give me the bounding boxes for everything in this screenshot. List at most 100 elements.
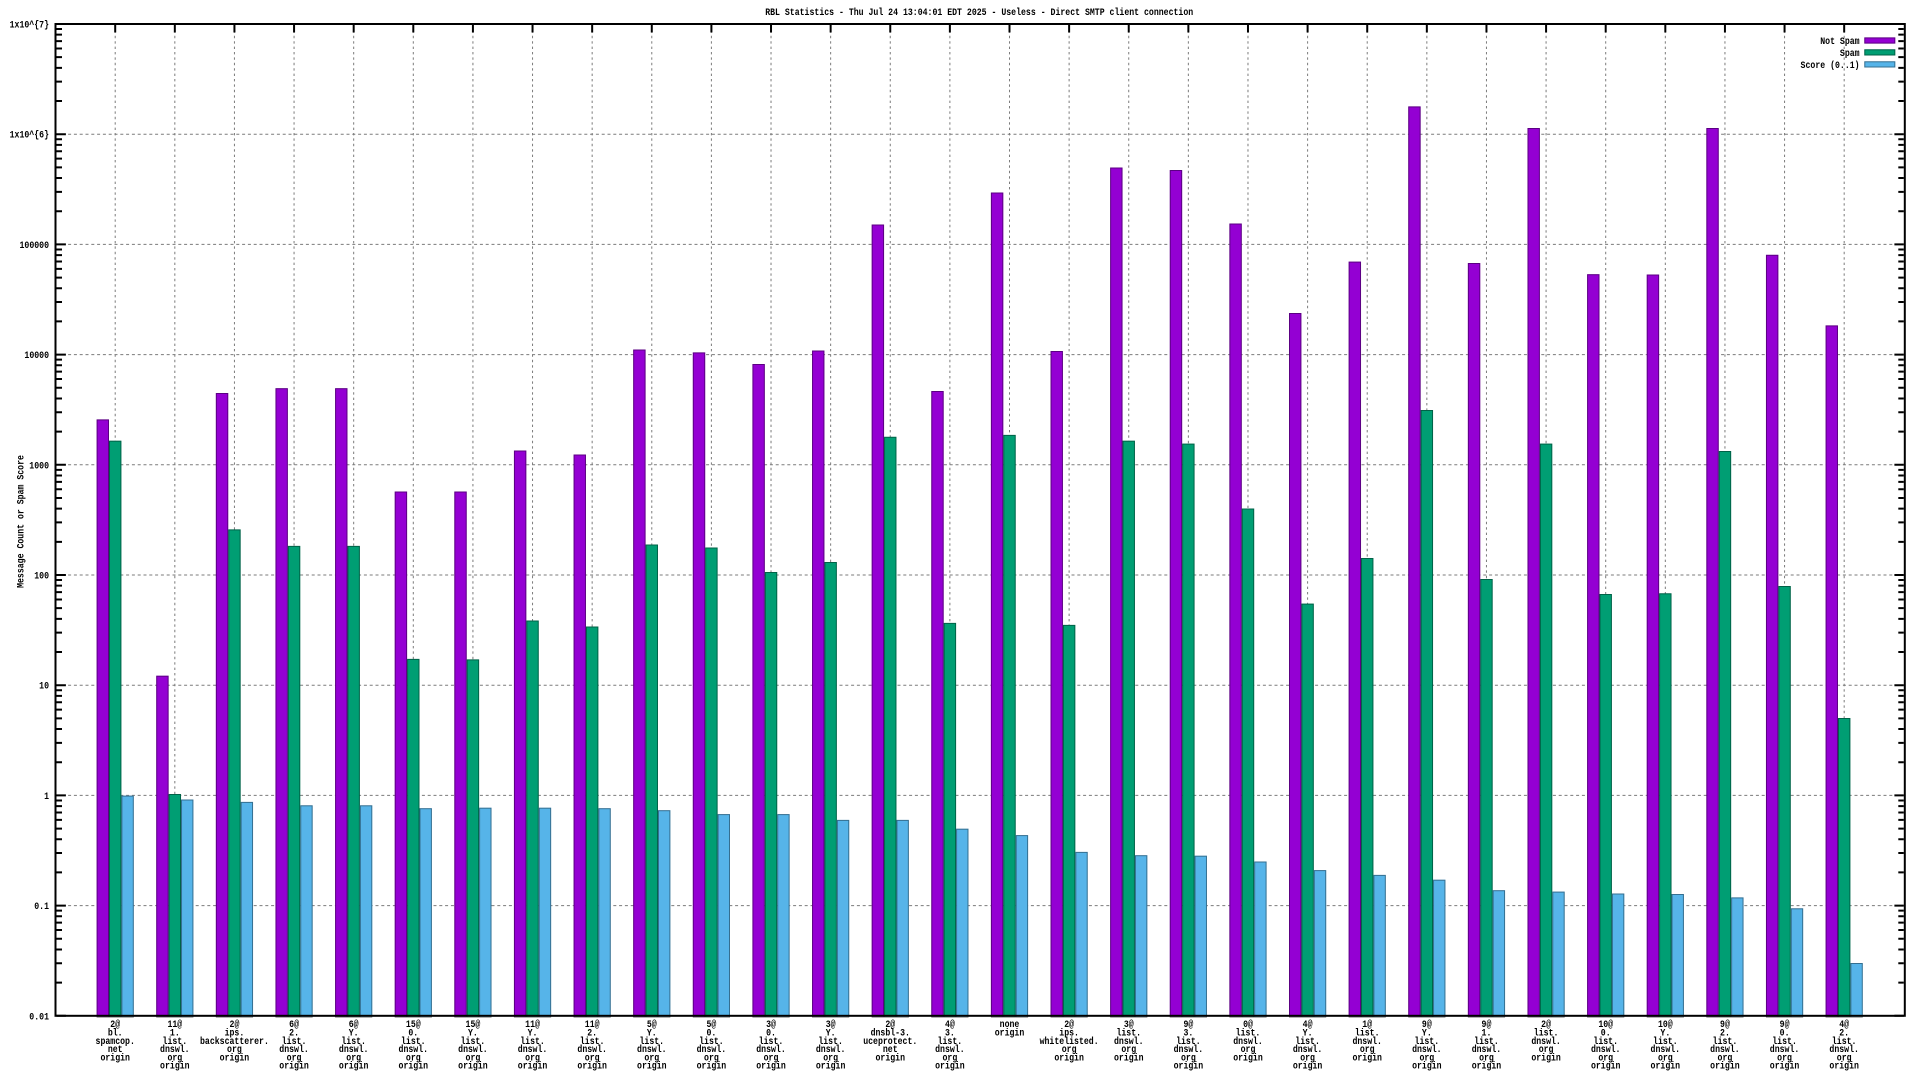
svg-text:Y.: Y. (1303, 1027, 1313, 1039)
svg-text:dnswl.: dnswl. (458, 1043, 488, 1055)
svg-text:list.: list. (1593, 1035, 1618, 1047)
svg-text:1000: 1000 (29, 459, 49, 471)
svg-text:9@: 9@ (1482, 1018, 1492, 1030)
svg-text:Spam: Spam (1840, 47, 1860, 59)
svg-text:11@: 11@ (167, 1018, 182, 1030)
svg-text:2@: 2@ (230, 1018, 240, 1030)
svg-text:dnswl.: dnswl. (1233, 1035, 1263, 1047)
svg-text:list.: list. (759, 1035, 784, 1047)
svg-text:Y.: Y. (528, 1027, 538, 1039)
svg-text:org: org (1419, 1051, 1434, 1063)
svg-text:list.: list. (1355, 1027, 1380, 1039)
svg-text:list.: list. (1176, 1035, 1201, 1047)
svg-text:list.: list. (1236, 1027, 1261, 1039)
svg-text:2@: 2@ (110, 1018, 120, 1030)
svg-text:15@: 15@ (466, 1018, 481, 1030)
svg-text:org: org (466, 1051, 481, 1063)
svg-text:origin: origin (339, 1060, 369, 1072)
svg-text:9@: 9@ (1183, 1018, 1193, 1030)
svg-text:dnswl.: dnswl. (1352, 1035, 1382, 1047)
svg-text:10@: 10@ (1658, 1018, 1673, 1030)
svg-text:origin: origin (1054, 1051, 1084, 1063)
svg-text:list.: list. (1772, 1035, 1797, 1047)
svg-text:0.: 0. (766, 1027, 776, 1039)
svg-text:whitelisted.: whitelisted. (1040, 1035, 1099, 1047)
svg-text:dnswl.: dnswl. (1174, 1043, 1204, 1055)
svg-text:org: org (1360, 1043, 1375, 1055)
svg-text:list.: list. (401, 1035, 426, 1047)
svg-text:org: org (1837, 1051, 1852, 1063)
svg-text:dnswl.: dnswl. (1531, 1035, 1561, 1047)
svg-text:9@: 9@ (1422, 1018, 1432, 1030)
svg-text:origin: origin (756, 1060, 786, 1072)
svg-text:dnswl.: dnswl. (279, 1043, 309, 1055)
svg-text:2@: 2@ (1541, 1018, 1551, 1030)
svg-text:origin: origin (697, 1060, 727, 1072)
svg-text:0.: 0. (1601, 1027, 1611, 1039)
svg-text:4@: 4@ (1839, 1018, 1849, 1030)
svg-text:list.: list. (1415, 1035, 1440, 1047)
svg-text:1: 1 (44, 790, 49, 802)
svg-text:dnswl.: dnswl. (637, 1043, 667, 1055)
svg-text:list.: list. (1653, 1035, 1678, 1047)
svg-text:org: org (1718, 1051, 1733, 1063)
svg-text:1.: 1. (170, 1027, 180, 1039)
svg-text:origin: origin (399, 1060, 429, 1072)
svg-text:3@: 3@ (766, 1018, 776, 1030)
svg-text:list.: list. (1713, 1035, 1738, 1047)
svg-text:list.: list. (639, 1035, 664, 1047)
svg-text:dnswl.: dnswl. (518, 1043, 548, 1055)
svg-text:origin: origin (816, 1060, 846, 1072)
svg-text:origin: origin (1829, 1060, 1859, 1072)
svg-text:origin: origin (220, 1051, 250, 1063)
svg-text:10@: 10@ (1598, 1018, 1613, 1030)
svg-text:Y.: Y. (1422, 1027, 1432, 1039)
svg-text:org: org (644, 1051, 659, 1063)
svg-text:6@: 6@ (349, 1018, 359, 1030)
svg-text:origin: origin (1412, 1060, 1442, 1072)
svg-text:Y.: Y. (647, 1027, 657, 1039)
svg-text:origin: origin (458, 1060, 488, 1072)
svg-text:Y.: Y. (349, 1027, 359, 1039)
svg-text:0.: 0. (706, 1027, 716, 1039)
svg-text:dnswl.: dnswl. (1710, 1043, 1740, 1055)
svg-text:2.: 2. (1839, 1027, 1849, 1039)
svg-text:origin: origin (1770, 1060, 1800, 1072)
svg-text:org: org (346, 1051, 361, 1063)
svg-text:origin: origin (279, 1060, 309, 1072)
svg-text:4@: 4@ (1303, 1018, 1313, 1030)
svg-text:origin: origin (637, 1060, 667, 1072)
svg-text:dnswl.: dnswl. (577, 1043, 607, 1055)
svg-text:backscatterer.: backscatterer. (200, 1035, 269, 1047)
svg-text:Message Count or Spam Score: Message Count or Spam Score (15, 455, 27, 588)
svg-text:origin: origin (1352, 1051, 1382, 1063)
svg-text:origin: origin (1591, 1060, 1621, 1072)
svg-text:11@: 11@ (585, 1018, 600, 1030)
svg-text:0.01: 0.01 (29, 1010, 49, 1022)
svg-text:1.: 1. (1482, 1027, 1492, 1039)
svg-text:2@: 2@ (885, 1018, 895, 1030)
svg-text:100: 100 (34, 570, 49, 582)
svg-text:3@: 3@ (1124, 1018, 1134, 1030)
svg-text:1x10^{6}: 1x10^{6} (10, 129, 49, 141)
svg-text:list.: list. (938, 1035, 963, 1047)
svg-text:dnswl.: dnswl. (756, 1043, 786, 1055)
svg-text:3@: 3@ (826, 1018, 836, 1030)
svg-text:org: org (1181, 1051, 1196, 1063)
svg-text:Not Spam: Not Spam (1820, 35, 1860, 47)
svg-text:list.: list. (1116, 1027, 1141, 1039)
svg-text:origin: origin (1710, 1060, 1740, 1072)
svg-text:ips.: ips. (225, 1027, 245, 1039)
svg-text:5@: 5@ (647, 1018, 657, 1030)
svg-text:5@: 5@ (706, 1018, 716, 1030)
svg-text:dnswl.: dnswl. (1770, 1043, 1800, 1055)
svg-text:0.: 0. (408, 1027, 418, 1039)
svg-text:origin: origin (577, 1060, 607, 1072)
svg-text:org: org (525, 1051, 540, 1063)
svg-text:origin: origin (935, 1060, 965, 1072)
svg-text:origin: origin (1114, 1051, 1144, 1063)
svg-text:list.: list. (341, 1035, 366, 1047)
svg-text:org: org (1300, 1051, 1315, 1063)
svg-text:Score (0..1): Score (0..1) (1801, 59, 1860, 71)
svg-text:org: org (1121, 1043, 1136, 1055)
